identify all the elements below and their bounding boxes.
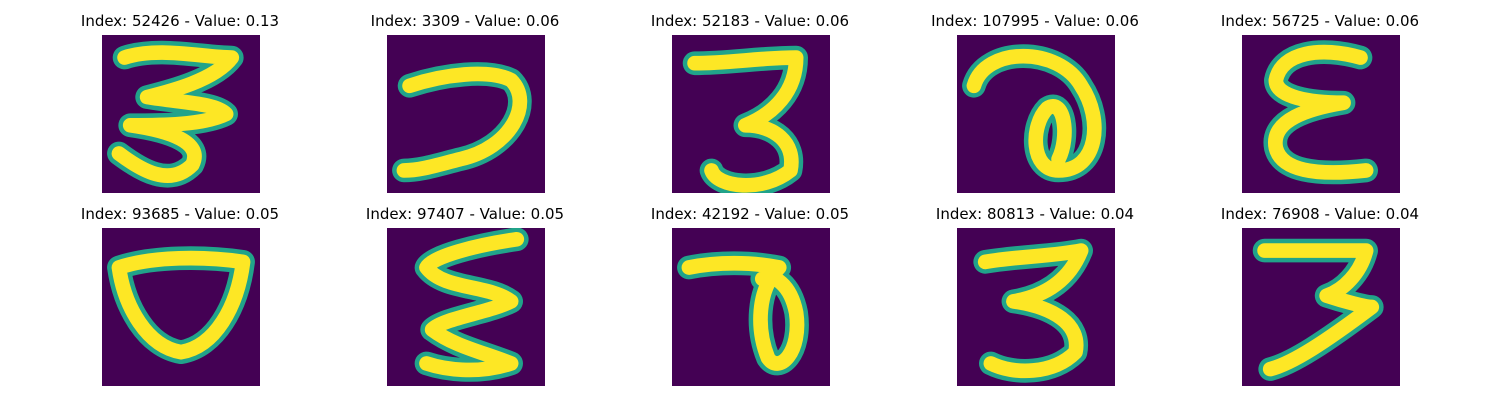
panel-title: Index: 52183 - Value: 0.06 [650, 12, 850, 30]
panel-title: Index: 80813 - Value: 0.04 [935, 205, 1135, 223]
digit-image [102, 35, 260, 193]
digit-image [1242, 228, 1400, 386]
digit-image [387, 228, 545, 386]
panel-title: Index: 97407 - Value: 0.05 [365, 205, 565, 223]
digit-image [672, 228, 830, 386]
panel-title: Index: 3309 - Value: 0.06 [370, 12, 560, 30]
digit-image [102, 228, 260, 386]
digit-image [957, 35, 1115, 193]
panel-title: Index: 42192 - Value: 0.05 [650, 205, 850, 223]
panel-title: Index: 52426 - Value: 0.13 [80, 12, 280, 30]
digit-image [957, 228, 1115, 386]
digit-image [672, 35, 830, 193]
panel-title: Index: 76908 - Value: 0.04 [1220, 205, 1420, 223]
digit-image [1242, 35, 1400, 193]
panel-title: Index: 56725 - Value: 0.06 [1220, 12, 1420, 30]
digit-image [387, 35, 545, 193]
panel-title: Index: 107995 - Value: 0.06 [931, 12, 1139, 30]
panel-title: Index: 93685 - Value: 0.05 [80, 205, 280, 223]
